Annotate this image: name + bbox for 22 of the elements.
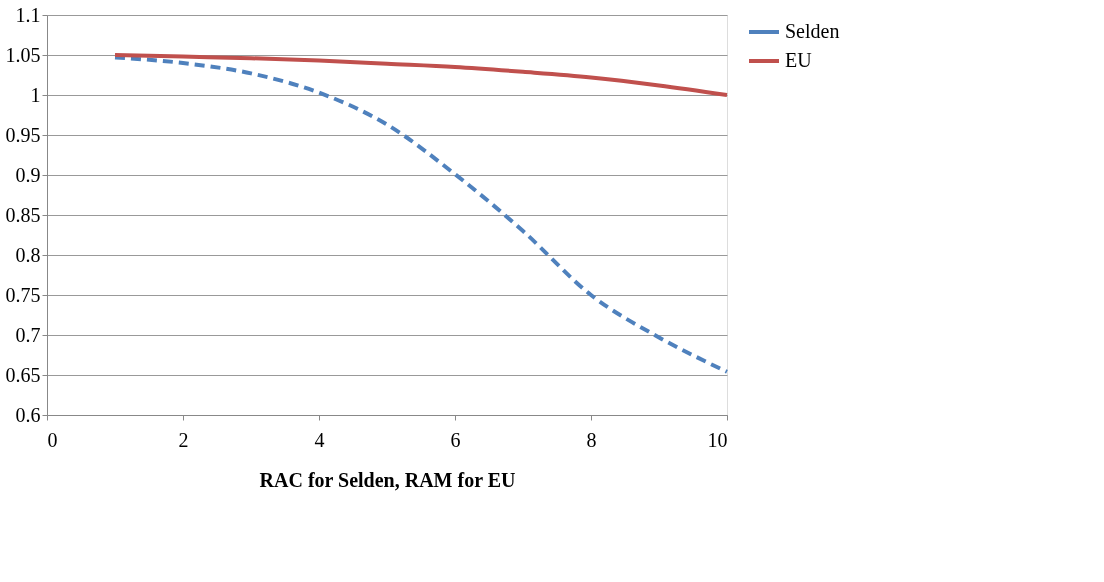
x-tick-label: 6 <box>450 428 461 451</box>
y-tick-label: 0.9 <box>15 163 41 186</box>
x-tick-label: 0 <box>47 428 58 451</box>
y-tick-label: 0.8 <box>15 243 41 266</box>
line-series <box>113 55 729 374</box>
y-tick-label: 1 <box>30 83 41 106</box>
legend-label: Selden <box>785 20 840 42</box>
y-tick-label: 1.05 <box>5 43 41 66</box>
y-tick-label: 1.1 <box>15 3 41 26</box>
y-tick-label: 0.7 <box>15 323 41 346</box>
y-tick-label: 0.65 <box>5 363 41 386</box>
y-tick-label: 0.75 <box>5 283 41 306</box>
y-tick-label: 0.85 <box>5 203 41 226</box>
y-tick-label: 0.6 <box>15 403 41 426</box>
x-tick-label: 8 <box>586 428 597 451</box>
legend-label: EU <box>785 49 813 71</box>
x-tick-label: 10 <box>707 428 728 451</box>
x-tick-label: 4 <box>314 428 325 451</box>
x-tick-label: 2 <box>178 428 189 451</box>
y-tick-label: 0.95 <box>5 123 41 146</box>
line-series <box>113 53 729 97</box>
x-axis-title: RAC for Selden, RAM for EU <box>259 468 516 491</box>
